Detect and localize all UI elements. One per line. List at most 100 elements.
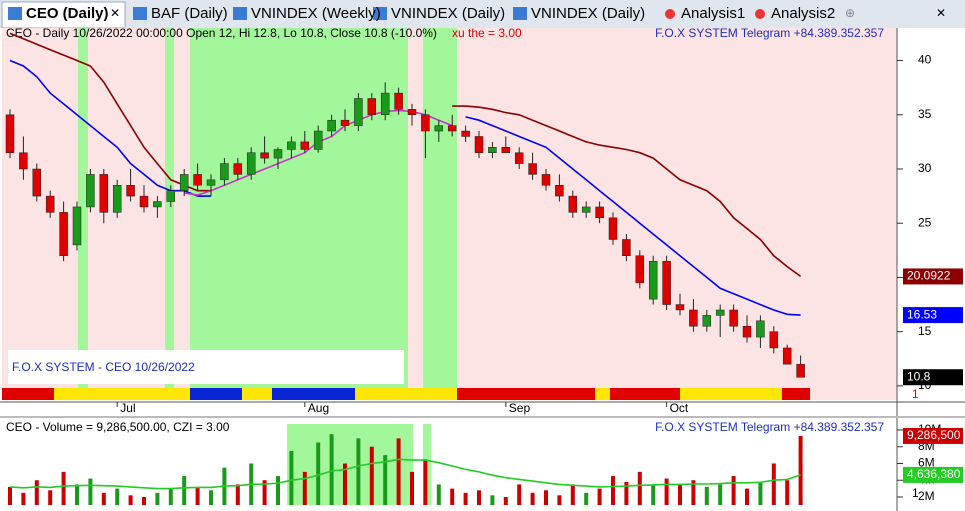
- volume-bar: [557, 495, 562, 505]
- candle-body: [461, 130, 470, 137]
- volume-bar: [490, 495, 495, 505]
- volume-bar: [235, 484, 240, 505]
- candle-body: [45, 195, 55, 213]
- candle-body: [394, 92, 403, 110]
- volume-bar: [544, 490, 548, 505]
- volume-bar: [691, 480, 696, 505]
- x-tick-label: Sep: [509, 401, 531, 415]
- status-value: 1: [912, 387, 919, 401]
- volume-bar: [651, 484, 656, 505]
- candle-body: [260, 152, 269, 159]
- volume-bar: [771, 463, 776, 505]
- candle-body: [528, 163, 537, 175]
- volume-bar: [624, 481, 629, 505]
- y-tick-label: 25: [918, 215, 932, 229]
- candle-body: [421, 114, 430, 132]
- y-tick-label: 2M: [918, 489, 935, 503]
- tab[interactable]: VNINDEX (Weekly): [251, 5, 381, 22]
- x-tick-label: Oct: [670, 401, 689, 415]
- volume-bar: [637, 471, 642, 505]
- volume-bar: [209, 490, 213, 505]
- volume-bar: [155, 492, 160, 505]
- volume-bar: [276, 476, 280, 505]
- volume-bar: [570, 484, 575, 505]
- tab[interactable]: VNINDEX (Daily): [391, 5, 505, 22]
- volume-bar: [34, 480, 39, 505]
- volume-bar: [356, 438, 361, 505]
- volume-bar: [75, 484, 79, 505]
- candle-body: [742, 326, 752, 338]
- annotation-box: [8, 350, 404, 384]
- candle-body: [407, 109, 417, 116]
- volume-bar: [101, 492, 106, 505]
- active-tab[interactable]: [1, 1, 126, 29]
- candle-body: [354, 98, 363, 126]
- x-tick-label: Aug: [308, 401, 329, 415]
- tab-bar: [0, 0, 965, 28]
- volume-bar: [61, 471, 66, 505]
- volume-bar: [21, 492, 26, 505]
- candle-body: [782, 347, 792, 365]
- tab-close[interactable]: ✕: [110, 6, 120, 20]
- candle-body: [568, 195, 578, 213]
- candle-body: [193, 174, 202, 186]
- candle-body: [340, 119, 350, 126]
- candle-body: [756, 320, 765, 338]
- volume-bar: [302, 471, 307, 505]
- value-badge: [903, 268, 963, 285]
- candle-body: [447, 125, 457, 132]
- volume-bar: [142, 496, 146, 505]
- close-window[interactable]: ✕: [936, 6, 946, 20]
- new-tab[interactable]: ⊕: [845, 6, 855, 20]
- candle-body: [287, 141, 296, 150]
- candle-body: [715, 309, 725, 316]
- volume-bar: [664, 478, 669, 505]
- volume-bar: [115, 488, 120, 505]
- candle-body: [595, 206, 604, 219]
- tab[interactable]: CEO (Daily): [26, 5, 109, 22]
- value-badge-label: 10.8: [907, 369, 931, 383]
- candle-body: [608, 217, 618, 240]
- candle-body: [635, 255, 645, 284]
- status-value: 1: [912, 486, 919, 500]
- volume-bar: [396, 438, 401, 505]
- volume-bar: [369, 446, 374, 505]
- price-subtitle: F.O.X SYSTEM Telegram +84.389.352.357: [655, 26, 884, 40]
- value-badge: [903, 466, 963, 483]
- candle-body: [86, 174, 95, 208]
- value-badge: [903, 427, 963, 444]
- candle-body: [99, 174, 109, 213]
- tab[interactable]: BAF (Daily): [151, 5, 228, 22]
- candle-body: [702, 315, 712, 327]
- volume-bar: [128, 495, 133, 505]
- candle-body: [662, 260, 671, 305]
- volume-bar: [503, 496, 508, 505]
- volume-bar: [343, 463, 347, 505]
- candle-body: [313, 130, 323, 150]
- volume-header: CEO - Volume = 9,286,500.00, CZI = 3.00: [6, 420, 230, 434]
- candle-body: [327, 119, 336, 132]
- candle-body: [166, 190, 176, 202]
- tab[interactable]: Analysis2: [771, 5, 835, 22]
- candle-body: [796, 363, 805, 378]
- candle-body: [367, 98, 377, 116]
- tab[interactable]: VNINDEX (Daily): [531, 5, 645, 22]
- candle-body: [581, 206, 591, 213]
- volume-bar: [517, 484, 522, 505]
- x-tick-label: Jul: [120, 401, 135, 415]
- volume-bar: [450, 488, 455, 505]
- value-badge: [903, 307, 963, 324]
- candle-body: [273, 149, 283, 159]
- candle-body: [648, 260, 658, 300]
- volume-bar: [597, 488, 602, 505]
- tab[interactable]: Analysis1: [681, 5, 745, 22]
- volume-bar: [745, 488, 749, 505]
- candle-body: [380, 92, 390, 116]
- volume-bar: [48, 490, 53, 505]
- volume-bar: [423, 459, 428, 505]
- volume-bar: [704, 486, 709, 505]
- volume-bar: [195, 486, 200, 505]
- candle-body: [246, 152, 256, 175]
- candle-body: [32, 168, 42, 197]
